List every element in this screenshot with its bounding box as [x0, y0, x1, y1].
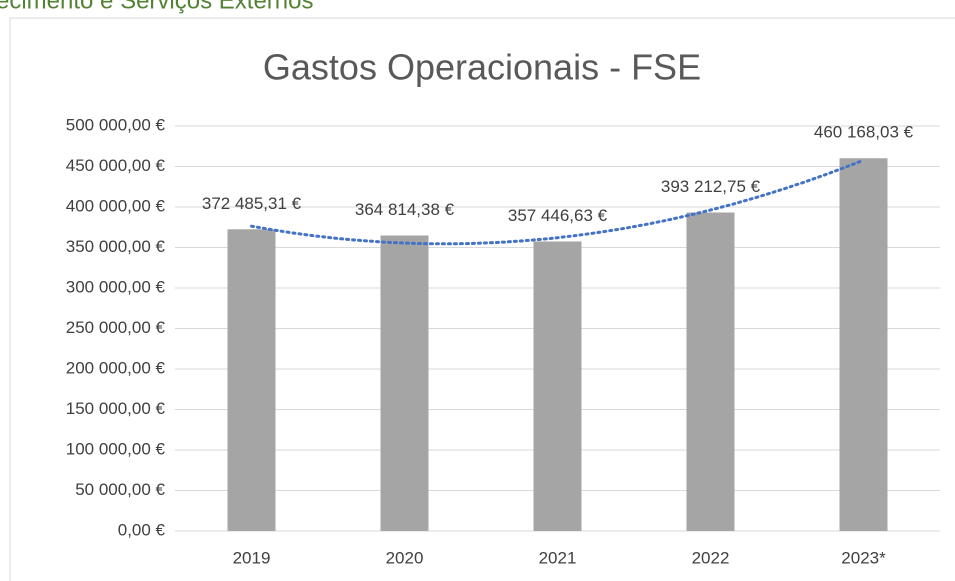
- data-label: 372 485,31 €: [202, 194, 302, 213]
- trendline: [250, 158, 865, 246]
- bar: [533, 241, 582, 531]
- data-label: 364 814,38 €: [355, 200, 455, 219]
- y-tick-label: 500 000,00 €: [66, 115, 166, 134]
- y-tick-label: 450 000,00 €: [66, 156, 166, 175]
- data-label: 357 446,63 €: [508, 206, 608, 225]
- data-label: 460 168,03 €: [814, 123, 914, 142]
- chart-title: Gastos Operacionais - FSE: [263, 47, 701, 88]
- x-tick-label: 2022: [692, 548, 730, 567]
- section-heading: ecimento e Serviços Externos: [0, 0, 313, 14]
- y-tick-label: 0,00 €: [118, 520, 166, 539]
- y-tick-label: 300 000,00 €: [66, 277, 166, 296]
- x-tick-label: 2023*: [841, 548, 886, 567]
- y-tick-label: 350 000,00 €: [66, 237, 166, 256]
- bar: [227, 229, 276, 531]
- x-tick-label: 2020: [386, 548, 424, 567]
- y-tick-label: 250 000,00 €: [66, 318, 166, 337]
- y-tick-label: 100 000,00 €: [66, 439, 166, 458]
- x-tick-label: 2021: [539, 548, 577, 567]
- x-tick-label: 2019: [233, 548, 271, 567]
- y-tick-label: 400 000,00 €: [66, 196, 166, 215]
- bar: [380, 235, 429, 531]
- bar: [839, 158, 888, 531]
- y-tick-label: 150 000,00 €: [66, 399, 166, 418]
- chart-border: [9, 17, 955, 581]
- data-label: 393 212,75 €: [661, 177, 761, 196]
- y-tick-label: 50 000,00 €: [75, 480, 165, 499]
- bar: [686, 212, 735, 531]
- y-tick-label: 200 000,00 €: [66, 358, 166, 377]
